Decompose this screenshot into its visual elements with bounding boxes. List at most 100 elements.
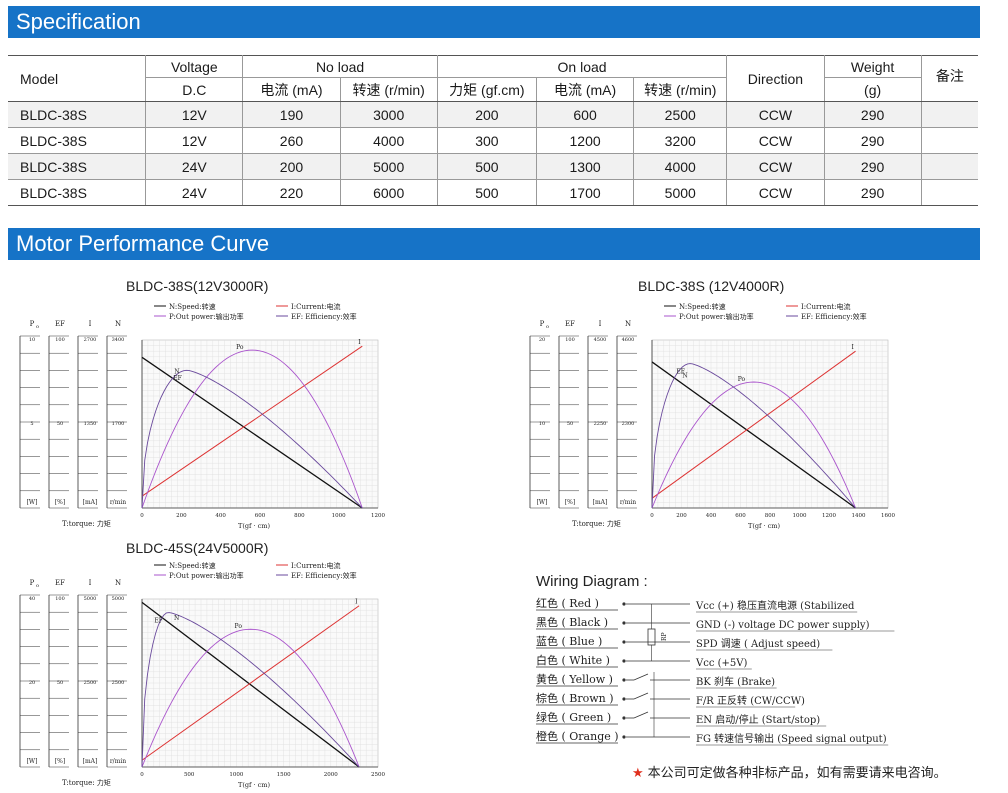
legend-speed: N:Speed:转速: [679, 302, 726, 311]
cell-note: [920, 127, 978, 154]
cell-torque: 300: [436, 127, 537, 154]
wire-function-label: EN 启动/停止 (Start/stop): [696, 713, 820, 726]
scale-header: P: [540, 320, 545, 328]
legend-efficiency: EF: Efficiency:效率: [291, 312, 357, 321]
switch-icon: [633, 673, 649, 681]
x-tick-label: 1600: [881, 513, 895, 519]
scale-tick-label: 5: [30, 421, 33, 427]
potentiometer-label: RP: [661, 632, 668, 641]
scale-tick-label: 4600: [622, 337, 635, 343]
cell-direction: CCW: [726, 127, 824, 154]
scale-tick-label: 10: [539, 421, 545, 427]
efficiency-curve-label: EF: [173, 375, 182, 382]
cell-ol-speed: 4000: [633, 153, 727, 180]
wire-terminal: [622, 640, 626, 644]
torque-label: T:torque: 力矩: [62, 778, 111, 787]
scale-tick-label: 100: [565, 337, 575, 343]
header-voltage-dc: D.C: [145, 77, 243, 102]
cell-weight: 290: [823, 153, 922, 180]
current-curve-label: I: [852, 344, 855, 351]
wire-terminal: [622, 621, 626, 625]
cell-nl-current: 190: [242, 101, 341, 128]
custom-products-note: ★ 本公司可定做各种非标产品，如有需要请来电咨询。: [632, 762, 947, 781]
x-tick-label: 400: [215, 513, 226, 519]
header-nl-speed: 转速 (r/min): [339, 77, 438, 102]
scale-tick-label: 2250: [594, 421, 607, 427]
cell-ol-speed: 5000: [633, 179, 727, 206]
x-tick-label: 500: [184, 772, 195, 778]
header-nl-current: 电流 (mA): [242, 77, 341, 102]
cell-nl-current: 260: [242, 127, 341, 154]
table-row: BLDC-38S 24V 200 5000 500 1300 4000 CCW 290: [8, 153, 978, 180]
cell-nl-speed: 6000: [339, 179, 438, 206]
current-curve-label: I: [358, 339, 361, 346]
scale-header: P: [30, 579, 35, 587]
scale-tick-label: 10: [29, 337, 35, 343]
scale-tick-label: 40: [29, 596, 35, 602]
x-tick-label: 2000: [324, 772, 338, 778]
scale-tick-label: 2500: [112, 680, 125, 686]
cell-note: [920, 101, 978, 128]
scale-unit: r/min: [110, 758, 126, 765]
cell-ol-speed: 2500: [633, 101, 727, 128]
power-curve-label: Po: [235, 623, 243, 630]
performance-chart-2: N:Speed:转速 P:Out power:输出功率 I:Current:电流 EF…: [524, 296, 904, 541]
spec-table: Model Voltage No load On load Direction …: [8, 55, 978, 206]
efficiency-curve: [651, 363, 856, 509]
scale-tick-label: 20: [539, 337, 545, 343]
header-no-load: No load: [242, 55, 438, 78]
cell-torque: 200: [436, 101, 537, 128]
performance-header: Motor Performance Curve: [8, 228, 980, 260]
cell-voltage: 24V: [145, 153, 243, 180]
scale-unit: [mA]: [83, 499, 98, 506]
header-direction: Direction: [726, 55, 824, 102]
x-tick-label: 400: [706, 513, 717, 519]
power-curve: [141, 349, 363, 509]
scale-tick-label: 50: [57, 680, 63, 686]
current-curve: [651, 350, 856, 499]
cell-direction: CCW: [726, 101, 824, 128]
scale-tick-label: 100: [55, 337, 65, 343]
x-tick-label: 1400: [852, 513, 866, 519]
efficiency-curve-label: EF: [154, 617, 163, 624]
wire-color-label: 蓝色 ( Blue ): [536, 634, 602, 648]
torque-label: T:torque: 力矩: [62, 519, 111, 528]
scale-tick-label: 20: [29, 680, 35, 686]
scale-unit: [W]: [27, 758, 38, 765]
table-row: BLDC-38S 12V 190 3000 200 600 2500 CCW 290: [8, 101, 978, 128]
wire-color-label: 黑色 ( Black ): [536, 615, 608, 629]
wire-function-label: GND (-) voltage DC power supply): [696, 620, 870, 631]
scale-header: EF: [565, 320, 575, 328]
wiring-title: Wiring Diagram :: [536, 573, 648, 590]
wire-color-label: 橙色 ( Orange ): [536, 729, 619, 743]
wire-function-label: Vcc (+) 稳压直流电源 (Stabilized: [695, 599, 855, 612]
efficiency-curve: [141, 369, 363, 509]
star-icon: ★: [632, 765, 644, 780]
legend-speed: N:Speed:转速: [169, 302, 216, 311]
potentiometer-icon: [647, 628, 656, 646]
cell-model: BLDC-38S: [8, 179, 146, 206]
footnote-text: 本公司可定做各种非标产品，如有需要请来电咨询。: [647, 765, 947, 780]
wire-function-label: SPD 调速 ( Adjust speed): [696, 638, 820, 650]
wire-terminal: [622, 735, 626, 739]
x-tick-label: 600: [735, 513, 746, 519]
speed-curve: [651, 361, 856, 509]
scale-tick-label: 50: [57, 421, 63, 427]
x-tick-label: 1000: [229, 772, 243, 778]
header-voltage: Voltage: [145, 55, 243, 78]
wire-function-label: BK 刹车 (Brake): [696, 675, 775, 688]
wire-terminal: [622, 697, 626, 701]
speed-curve-label: N: [174, 368, 179, 375]
scale-header-sub: o: [36, 324, 39, 330]
speed-curve-label: N: [174, 615, 179, 622]
cell-ol-current: 600: [535, 101, 634, 128]
x-tick-label: 0: [140, 772, 144, 778]
cell-weight: 290: [823, 101, 922, 128]
table-row: BLDC-38S 12V 260 4000 300 1200 3200 CCW 290: [8, 127, 978, 154]
cell-nl-current: 200: [242, 153, 341, 180]
scale-header: I: [89, 579, 92, 587]
cell-torque: 500: [436, 153, 537, 180]
scale-header-sub: o: [546, 324, 549, 330]
scale-header: I: [599, 320, 602, 328]
scale-unit: [%]: [565, 499, 575, 506]
